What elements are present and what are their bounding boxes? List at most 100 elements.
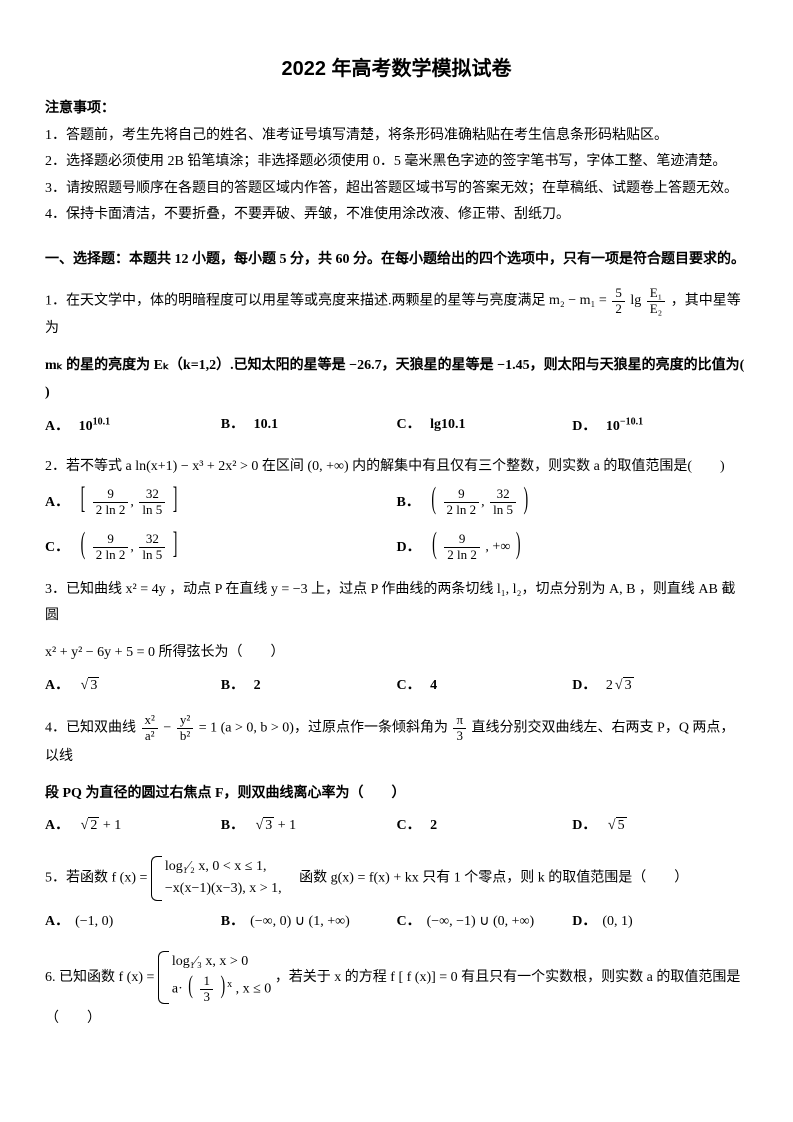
frac-den: 2 [612,302,625,317]
sqrt-icon: 3 [254,813,275,840]
question-1: 1．在天文学中，体的明暗程度可以用星等或亮度来描述.两颗星的星等与亮度满足 m₂… [45,286,748,343]
q2-opt-d[interactable]: D． ( 92 ln 2 , +∞ ) [397,532,749,563]
q1-options: A． 1010.1 B． 10.1 C． lg10.1 D． 10−10.1 [45,412,748,440]
q2-opt-c[interactable]: C． ( 92 ln 2, 32ln 5 ] [45,532,397,563]
opt-label: B． [221,678,244,693]
q4-opt-a[interactable]: A． 2 + 1 [45,813,221,840]
notice-header: 注意事项： [45,96,748,123]
q3-opt-b[interactable]: B． 2 [221,673,397,700]
opt-label: D． [572,678,596,693]
opt-label: A． [45,818,69,833]
notice-item: 3．请按照题号顺序在各题目的答题区域内作答，超出答题区域书写的答案无效；在草稿纸… [45,176,748,203]
q4-opt-d[interactable]: D． 5 [572,813,748,840]
frac-num: y² [177,713,193,729]
q3-opt-a[interactable]: A． 3 [45,673,221,700]
bracket-icon: ) [220,968,225,1008]
q4-opt-b[interactable]: B． 3 + 1 [221,813,397,840]
q1-lg: lg [630,293,641,308]
q4-text: = 1 (a > 0, b > 0)，过原点作一条倾斜角为 [199,721,452,736]
opt-text: 5 [616,817,627,833]
q3-options: A． 3 B． 2 C． 4 D． 23 [45,673,748,700]
frac-den: 2 ln 2 [93,548,129,563]
opt-sup: −10.1 [620,416,643,427]
opt-label: D． [572,818,596,833]
piecewise-brace-icon: log₁⁄₃ x, x > 0 a· ( 13 )x , x ≤ 0 [158,951,271,1004]
q1-text: 1．在天文学中，体的明暗程度可以用星等或亮度来描述.两颗星的星等与亮度满足 [45,293,549,308]
frac-num: 32 [139,487,165,503]
opt-label: A． [45,495,69,510]
bracket-icon: ) [524,473,529,532]
q2-options-row1: A． [ 92 ln 2, 32ln 5 ] B． ( 92 ln 2, 32l… [45,487,748,518]
bracket-icon: ( [188,968,193,1008]
case-row: a· ( 13 )x , x ≤ 0 [172,974,271,1005]
q1-opt-a[interactable]: A． 1010.1 [45,412,221,440]
q1-line2b: ) [45,385,50,400]
opt-label: D． [572,419,596,434]
q2-opt-a[interactable]: A． [ 92 ln 2, 32ln 5 ] [45,487,397,518]
opt-sup: 10.1 [93,416,111,427]
notice-item: 1．答题前，考生先将自己的姓名、准考证号填写清楚，将条形码准确粘贴在考生信息条形… [45,123,748,150]
opt-text: 2 [88,817,99,833]
frac-num: 1 [200,974,213,990]
frac-num: π [453,713,466,729]
frac-num: 32 [490,487,516,503]
opt-text: 4 [430,678,437,693]
q1-opt-d[interactable]: D． 10−10.1 [572,412,748,440]
bracket-icon: ] [173,518,178,577]
frac-den: 3 [200,990,213,1005]
q5-opt-a[interactable]: A．(−1, 0) [45,909,221,936]
q3-opt-d[interactable]: D． 23 [572,673,748,700]
opt-label: B． [221,818,244,833]
q5-text: 5．若函数 f (x) = [45,870,151,885]
piecewise-brace-icon: log₁⁄₂ x, 0 < x ≤ 1, −x(x−1)(x−3), x > 1… [151,856,282,901]
question-3-line1: 3．已知曲线 x² = 4y ，动点 P 在直线 y = −3 上，过点 P 作… [45,577,748,630]
frac-den: 2 ln 2 [444,503,480,518]
q3-opt-c[interactable]: C． 4 [397,673,573,700]
q1-frac1: 5 2 [612,286,625,317]
case-text: , x ≤ 0 [236,981,272,996]
question-4-line2: 段 PQ 为直径的圆过右焦点 F，则双曲线离心率为（ ） [45,781,748,808]
section-1-header: 一、选择题：本题共 12 小题，每小题 5 分，共 60 分。在每小题给出的四个… [45,247,748,274]
opt-text: (−∞, −1) ∪ (0, +∞) [427,914,535,929]
opt-label: C． [397,914,421,929]
frac-num: 9 [93,532,129,548]
bracket-icon: ) [516,518,521,577]
opt-label: C． [397,678,421,693]
q1-opt-c[interactable]: C． lg10.1 [397,412,573,440]
notice-item: 2．选择题必须使用 2B 铅笔填涂；非选择题必须使用 0．5 毫米黑色字迹的签字… [45,149,748,176]
frac-num: 5 [612,286,625,302]
opt-text: 3 [623,677,634,693]
opt-text: 3 [263,817,274,833]
minus-sign: − [163,721,174,736]
q1-eq-lhs: m₂ − m₁ = [549,293,610,308]
q1-opt-b[interactable]: B． 10.1 [221,412,397,440]
opt-text: , +∞ [485,540,510,555]
q5-opt-d[interactable]: D．(0, 1) [572,909,748,936]
question-6: 6. 已知函数 f (x) = log₁⁄₃ x, x > 0 a· ( 13 … [45,949,748,1033]
opt-text: 2 [254,678,261,693]
exponent: x [227,979,232,990]
frac-num: E₁ [647,286,665,302]
frac-num: 9 [444,487,480,503]
opt-label: C． [397,818,421,833]
q2-opt-b[interactable]: B． ( 92 ln 2, 32ln 5 ) [397,487,749,518]
opt-label: A． [45,419,69,434]
sqrt-icon: 5 [606,813,627,840]
q2-options-row2: C． ( 92 ln 2, 32ln 5 ] D． ( 92 ln 2 , +∞… [45,532,748,563]
opt-text: (−∞, 0) ∪ (1, +∞) [250,914,350,929]
q5-opt-b[interactable]: B． (−∞, 0) ∪ (1, +∞) [221,909,397,936]
q4-options: A． 2 + 1 B． 3 + 1 C． 2 D． 5 [45,813,748,840]
bracket-icon: ( [81,518,86,577]
q1-frac2: E₁ E₂ [647,286,665,317]
case-row: −x(x−1)(x−3), x > 1, [165,878,282,900]
q4-opt-c[interactable]: C． 2 [397,813,573,840]
frac-den: ln 5 [139,548,165,563]
frac-num: 9 [444,532,480,548]
opt-text: lg10.1 [430,417,465,432]
frac-num: x² [142,713,158,729]
opt-text: 10 [606,419,620,434]
opt-text: 3 [88,677,99,693]
q5-opt-c[interactable]: C． (−∞, −1) ∪ (0, +∞) [397,909,573,936]
opt-label: B． [221,914,244,929]
frac-den: 2 ln 2 [444,548,480,563]
